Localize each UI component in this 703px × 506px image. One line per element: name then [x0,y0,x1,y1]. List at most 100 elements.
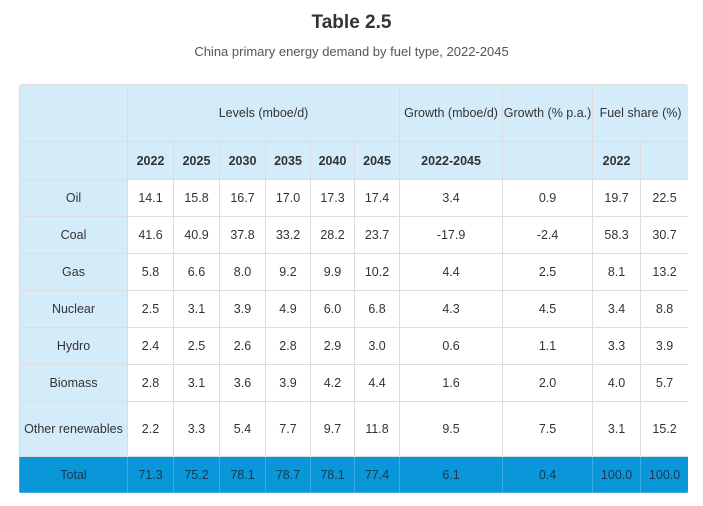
table-subtitle: China primary energy demand by fuel type… [194,44,509,59]
header-growth-abs: Growth (mboe/d) [399,84,504,142]
table-row: Nuclear 2.5 3.1 3.9 4.9 6.0 6.8 4.3 4.5 3.4 8.8 [19,290,688,328]
header-growth-period: 2022-2045 [399,141,504,180]
fuel-label: Coal [19,216,128,254]
level-cell: 3.1 [173,290,220,328]
header-year: 2030 [219,141,266,180]
header-fuel-share: Fuel share (%) [592,84,688,142]
energy-demand-table: Levels (mboe/d) Growth (mboe/d) Growth (… [19,84,688,493]
level-cell: 14.1 [127,179,174,217]
level-cell: 2.8 [265,327,311,365]
growth-cell: -17.9 [399,216,504,254]
level-cell: 2.4 [127,327,174,365]
level-cell: 37.8 [219,216,266,254]
growth-cell: 1.6 [399,364,504,402]
growth-cell: 6.1 [399,456,504,493]
level-cell: 3.1 [173,364,220,402]
level-cell: 2.5 [173,327,220,365]
header-growth-pa: Growth (% p.a.) [502,84,594,142]
growth-pa-cell: -2.4 [502,216,594,254]
header-share-blank [640,141,688,180]
level-cell: 9.7 [310,401,355,457]
header-year: 2022 [127,141,174,180]
level-cell: 71.3 [127,456,174,493]
level-cell: 78.7 [265,456,311,493]
header-corner [19,84,128,142]
fuel-label: Total [19,456,128,493]
share-2022-cell: 58.3 [592,216,642,254]
level-cell: 77.4 [353,456,401,493]
level-cell: 78.1 [219,456,266,493]
level-cell: 7.7 [265,401,311,457]
growth-pa-cell: 0.9 [502,179,594,217]
share-2045-cell: 5.7 [640,364,688,402]
level-cell: 78.1 [310,456,355,493]
share-2045-cell: 8.8 [640,290,688,328]
level-cell: 9.9 [310,253,355,291]
level-cell: 17.3 [310,179,355,217]
level-cell: 9.2 [265,253,311,291]
share-2022-cell: 8.1 [592,253,642,291]
level-cell: 2.2 [127,401,174,457]
table-row: Hydro 2.4 2.5 2.6 2.8 2.9 3.0 0.6 1.1 3.3 3.9 [19,327,688,365]
level-cell: 3.3 [173,401,220,457]
share-2045-cell: 30.7 [640,216,688,254]
fuel-label: Gas [19,253,128,291]
header-year: 2040 [310,141,355,180]
level-cell: 3.9 [219,290,266,328]
table-row: Gas 5.8 6.6 8.0 9.2 9.9 10.2 4.4 2.5 8.1 13.2 [19,253,688,291]
fuel-label: Nuclear [19,290,128,328]
growth-pa-cell: 4.5 [502,290,594,328]
level-cell: 40.9 [173,216,220,254]
share-2045-cell: 13.2 [640,253,688,291]
table-row: Biomass 2.8 3.1 3.6 3.9 4.2 4.4 1.6 2.0 4.0 5.7 [19,364,688,402]
fuel-label: Hydro [19,327,128,365]
level-cell: 28.2 [310,216,355,254]
share-2022-cell: 4.0 [592,364,642,402]
growth-cell: 9.5 [399,401,504,457]
table-row: Coal 41.6 40.9 37.8 33.2 28.2 23.7 -17.9 -2.4 58.… [19,216,688,254]
level-cell: 6.0 [310,290,355,328]
level-cell: 23.7 [353,216,401,254]
table-body: Oil 14.1 15.8 16.7 17.0 17.3 17.4 3.4 0.9 19.7 22.… [19,179,688,457]
level-cell: 16.7 [219,179,266,217]
level-cell: 5.8 [127,253,174,291]
level-cell: 10.2 [353,253,401,291]
level-cell: 2.6 [219,327,266,365]
level-cell: 17.0 [265,179,311,217]
table-row: Other renewables 2.2 3.3 5.4 7.7 9.7 11.8 9.5 7.… [19,401,688,457]
level-cell: 3.6 [219,364,266,402]
growth-cell: 3.4 [399,179,504,217]
level-cell: 5.4 [219,401,266,457]
level-cell: 3.0 [353,327,401,365]
header-year: 2025 [173,141,220,180]
growth-pa-cell: 7.5 [502,401,594,457]
growth-cell: 0.6 [399,327,504,365]
level-cell: 8.0 [219,253,266,291]
header-year: 2035 [265,141,311,180]
growth-pa-cell: 0.4 [502,456,594,493]
growth-pa-cell: 2.5 [502,253,594,291]
level-cell: 75.2 [173,456,220,493]
fuel-label: Biomass [19,364,128,402]
share-2045-cell: 100.0 [640,456,688,493]
fuel-label: Other renewables [19,401,128,457]
growth-cell: 4.3 [399,290,504,328]
share-2045-cell: 3.9 [640,327,688,365]
header-row-groups: Levels (mboe/d) Growth (mboe/d) Growth (… [19,84,688,142]
level-cell: 2.5 [127,290,174,328]
header-levels: Levels (mboe/d) [126,84,401,142]
growth-cell: 4.4 [399,253,504,291]
level-cell: 2.8 [127,364,174,402]
level-cell: 4.4 [353,364,401,402]
header-row-years: 2022 2025 2030 2035 2040 2045 2022-2045 … [19,141,688,180]
growth-pa-cell: 1.1 [502,327,594,365]
energy-demand-table-container: Levels (mboe/d) Growth (mboe/d) Growth (… [19,84,688,494]
table-title: Table 2.5 [311,12,392,33]
share-2022-cell: 3.1 [592,401,642,457]
level-cell: 6.6 [173,253,220,291]
share-2022-cell: 100.0 [592,456,642,493]
level-cell: 33.2 [265,216,311,254]
level-cell: 17.4 [353,179,401,217]
level-cell: 4.2 [310,364,355,402]
share-2045-cell: 15.2 [640,401,688,457]
